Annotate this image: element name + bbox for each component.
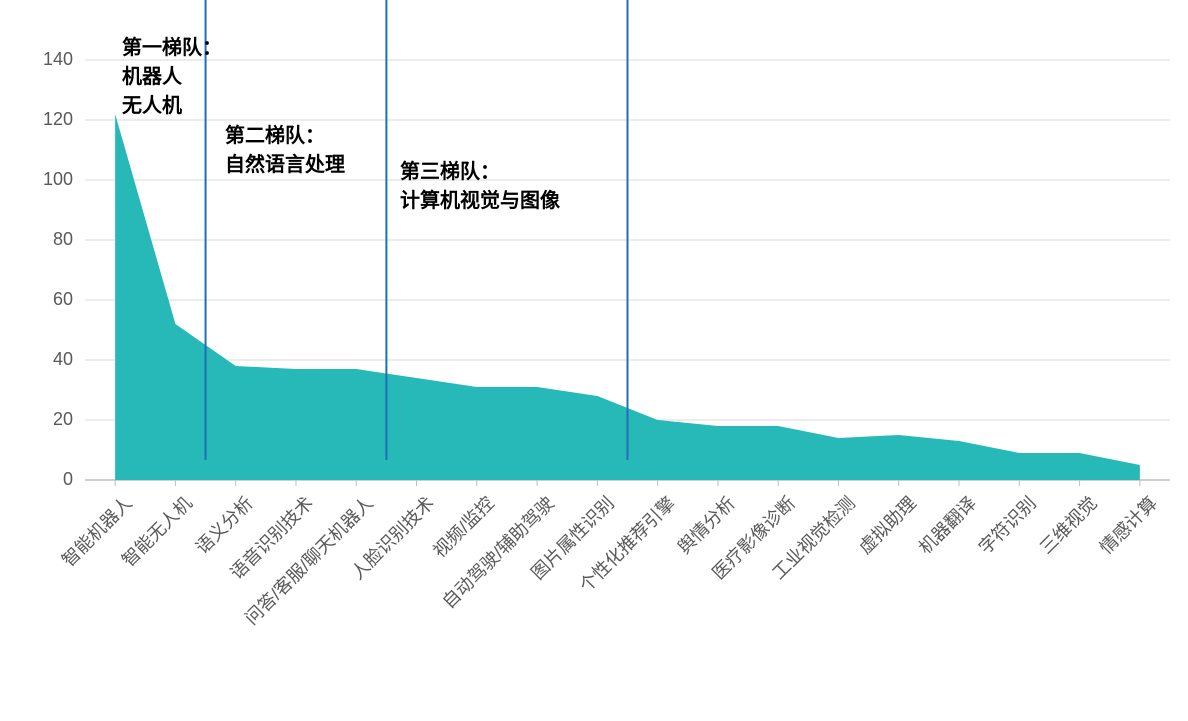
area-chart: 020406080100120140智能机器人智能无人机语义分析语音识别技术问答… bbox=[0, 0, 1188, 666]
y-tick-label: 80 bbox=[0, 229, 73, 250]
tier-annotation: 第三梯队：计算机视觉与图像 bbox=[400, 158, 560, 216]
y-tick-label: 140 bbox=[0, 49, 73, 70]
tier-annotation: 第一梯队：机器人无人机 bbox=[122, 34, 222, 121]
y-tick-label: 40 bbox=[0, 349, 73, 370]
y-tick-label: 60 bbox=[0, 289, 73, 310]
y-tick-label: 120 bbox=[0, 109, 73, 130]
y-tick-label: 20 bbox=[0, 409, 73, 430]
y-tick-label: 0 bbox=[0, 469, 73, 490]
y-tick-label: 100 bbox=[0, 169, 73, 190]
tier-annotation: 第二梯队：自然语言处理 bbox=[225, 122, 345, 180]
